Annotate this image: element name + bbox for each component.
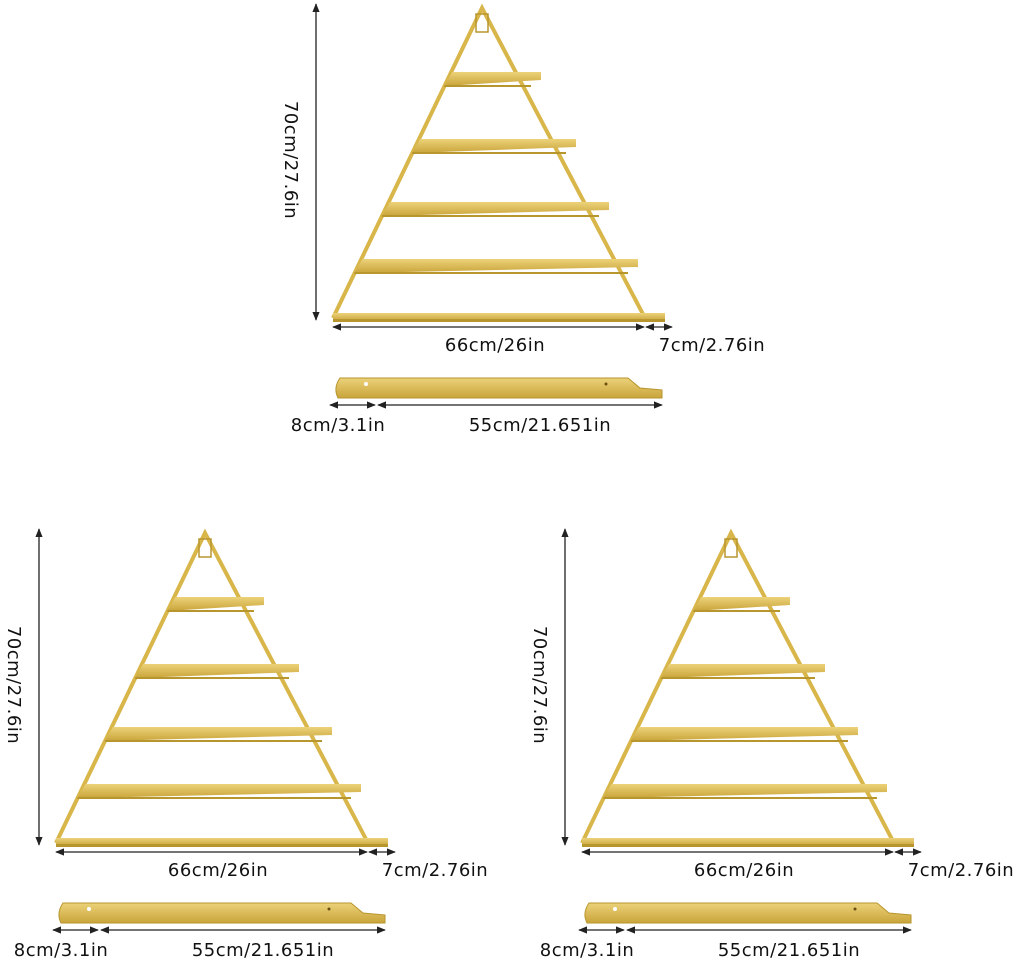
shelf bbox=[661, 664, 825, 678]
shelf bbox=[693, 597, 790, 611]
width-label: 66cm/26in bbox=[168, 860, 268, 881]
shelf bbox=[77, 784, 361, 798]
side-shelf bbox=[584, 902, 912, 924]
depth-label: 7cm/2.76in bbox=[659, 335, 765, 356]
width-label: 66cm/26in bbox=[445, 335, 545, 356]
screw-hole bbox=[87, 907, 91, 911]
side-length-label: 55cm/21.651in bbox=[469, 415, 611, 436]
base-front bbox=[333, 319, 665, 322]
hanger bbox=[475, 13, 489, 33]
shelf bbox=[381, 202, 609, 216]
screw-hole bbox=[327, 907, 331, 911]
side-shelf bbox=[58, 902, 386, 924]
height-label: 70cm/27.6in bbox=[3, 626, 24, 744]
base-shelf bbox=[582, 838, 914, 846]
height-label: 70cm/27.6in bbox=[280, 101, 301, 219]
screw-hole bbox=[364, 382, 368, 386]
side-depth-label: 8cm/3.1in bbox=[14, 940, 108, 961]
side-shelf bbox=[335, 377, 663, 399]
side-depth-label: 8cm/3.1in bbox=[540, 940, 634, 961]
shelf bbox=[444, 72, 541, 86]
base-shelf bbox=[56, 838, 388, 846]
base-front bbox=[582, 844, 914, 847]
width-label: 66cm/26in bbox=[694, 860, 794, 881]
shelf bbox=[167, 597, 264, 611]
hanger bbox=[198, 538, 212, 558]
shelf bbox=[354, 259, 638, 273]
side-depth-label: 8cm/3.1in bbox=[291, 415, 385, 436]
shelf bbox=[135, 664, 299, 678]
screw-hole bbox=[604, 382, 608, 386]
shelf bbox=[630, 727, 858, 741]
height-label: 70cm/27.6in bbox=[529, 626, 550, 744]
base-shelf bbox=[333, 313, 665, 321]
shelf bbox=[603, 784, 887, 798]
hanger bbox=[724, 538, 738, 558]
shelf-panel: 70cm/27.6in 66cm/26in 7cm/2.76in 8cm/3.1in 5… bbox=[280, 3, 765, 436]
depth-label: 7cm/2.76in bbox=[908, 860, 1014, 881]
shelf-panel: 70cm/27.6in 66cm/26in 7cm/2.76in 8cm/3.1in 5… bbox=[529, 528, 1014, 961]
screw-hole bbox=[613, 907, 617, 911]
depth-label: 7cm/2.76in bbox=[382, 860, 488, 881]
side-length-label: 55cm/21.651in bbox=[718, 940, 860, 961]
shelf-panel: 70cm/27.6in 66cm/26in 7cm/2.76in 8cm/3.1in 5… bbox=[3, 528, 488, 961]
base-front bbox=[56, 844, 388, 847]
shelf bbox=[104, 727, 332, 741]
side-length-label: 55cm/21.651in bbox=[192, 940, 334, 961]
shelf bbox=[412, 139, 576, 153]
screw-hole bbox=[853, 907, 857, 911]
